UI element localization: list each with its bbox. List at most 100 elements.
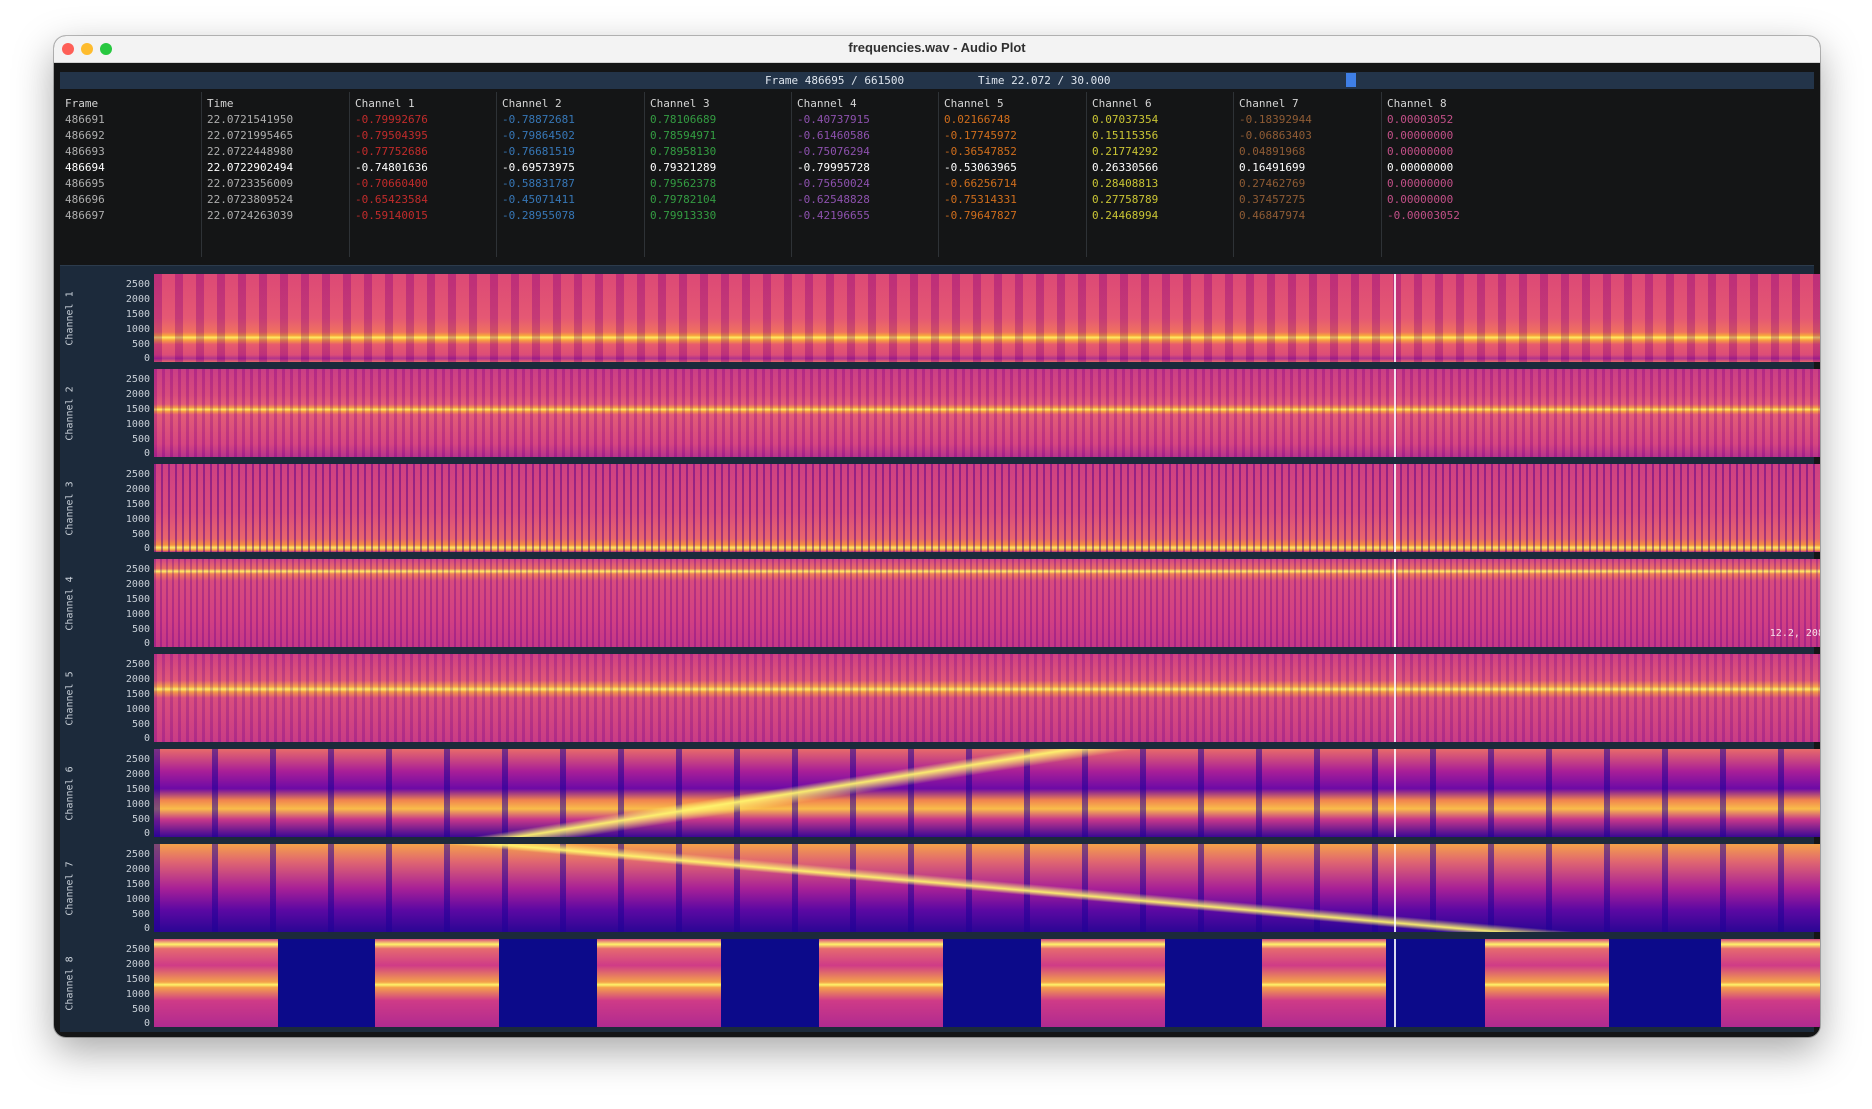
table-column: Channel 2 -0.78872681 -0.79864502 -0.766815…: [496, 92, 645, 257]
table-cell: -0.61460586: [797, 129, 870, 142]
channel-label: Channel 5: [64, 670, 76, 726]
y-tick-label: 500: [131, 339, 150, 350]
tone-segment: [597, 939, 721, 1027]
tone-segment: [1721, 939, 1820, 1027]
spectrogram-panels: Channel 1 2500 2000 1500 1000 500 0 Channel 2 25…: [60, 265, 1820, 1032]
y-tick-label: 0: [143, 448, 150, 459]
title-bar: frequencies.wav - Audio Plot: [54, 36, 1820, 63]
y-tick-label: 1000: [125, 704, 150, 715]
spectrogram-panel: Channel 5 2500 2000 1500 1000 500 0: [60, 652, 1820, 744]
tone-segment: [1485, 939, 1609, 1027]
tone-segment: [1262, 939, 1386, 1027]
y-tick-label: 2500: [125, 564, 150, 575]
table-cell: 22.0722448980: [207, 145, 294, 158]
y-axis-label: Channel 2: [62, 367, 78, 459]
table-cell: 486691: [65, 113, 105, 126]
table-column: Channel 1 -0.79992676 -0.79504395 -0.777526…: [349, 92, 497, 257]
y-tick-label: 2000: [125, 389, 150, 400]
table-cell: 0.78958130: [650, 145, 717, 158]
table-cell: 0.79321289: [650, 161, 717, 174]
table-cell: -0.79504395: [355, 129, 428, 142]
table-column: Channel 5 0.02166748 -0.17745972 -0.3654785…: [938, 92, 1087, 257]
y-tick-label: 2000: [125, 959, 150, 970]
table-cell: 0.07037354: [1092, 113, 1159, 126]
table-cell: 0.24468994: [1092, 209, 1159, 222]
y-tick-label: 2500: [125, 754, 150, 765]
channel-label: Channel 6: [64, 765, 76, 821]
y-tick-label: 2000: [125, 674, 150, 685]
table-cell: -0.77752686: [355, 145, 428, 158]
y-tick-label: 0: [143, 923, 150, 934]
table-cell: 0.16491699: [1239, 161, 1306, 174]
y-tick-label: 2500: [125, 469, 150, 480]
table-cell: -0.65423584: [355, 193, 428, 206]
y-tick-label: 1500: [125, 974, 150, 985]
spectrogram[interactable]: 12.2, 2084: [154, 559, 1820, 647]
spectrogram[interactable]: [154, 274, 1820, 362]
table-cell: -0.76681519: [502, 145, 575, 158]
y-tick-label: 2000: [125, 769, 150, 780]
tone-segment: [819, 939, 943, 1027]
spectrogram-panel: Channel 2 2500 2000 1500 1000 500 0: [60, 367, 1820, 459]
y-tick-label: 1000: [125, 609, 150, 620]
y-axis-label: Channel 6: [62, 747, 78, 839]
minimize-icon[interactable]: [81, 43, 93, 55]
channel-label: Channel 8: [64, 955, 76, 1011]
y-tick-label: 1000: [125, 324, 150, 335]
table-cell: 486696: [65, 193, 105, 206]
y-axis-label: Channel 8: [62, 937, 78, 1029]
spectrogram[interactable]: [154, 464, 1820, 552]
close-icon[interactable]: [62, 43, 74, 55]
spectrogram[interactable]: [154, 749, 1820, 837]
frame-counter: Frame 486695 / 661500: [765, 74, 905, 87]
table-cell: 0.00003052: [1387, 113, 1454, 126]
y-tick-label: 500: [131, 624, 150, 635]
spectrogram[interactable]: [154, 939, 1820, 1027]
channel-label: Channel 4: [64, 575, 76, 631]
column-header: Time: [207, 97, 234, 110]
table-cell: 0.04891968: [1239, 145, 1306, 158]
table-cell: -0.06863403: [1239, 129, 1312, 142]
y-tick-label: 1500: [125, 689, 150, 700]
table-cell: 486695: [65, 177, 105, 190]
y-axis-label: Channel 5: [62, 652, 78, 744]
spectrogram-panel: Channel 4 2500 2000 1500 1000 500 0 12.2, 2084: [60, 557, 1820, 649]
playhead-line: [1394, 559, 1396, 647]
playback-status-bar[interactable]: Frame 486695 / 661500 Time 22.072 / 30.0…: [60, 72, 1814, 89]
table-column: Channel 4 -0.40737915 -0.61460586 -0.750762…: [791, 92, 939, 257]
y-tick-label: 500: [131, 814, 150, 825]
table-cell: 486694: [65, 161, 105, 174]
table-column: Channel 8 0.00003052 0.00000000 0.00000000 0…: [1381, 92, 1532, 257]
y-tick-label: 2000: [125, 579, 150, 590]
table-cell: 0.00000000: [1387, 145, 1454, 158]
spectrogram[interactable]: [154, 654, 1820, 742]
table-cell: -0.59140015: [355, 209, 428, 222]
spectrogram[interactable]: [154, 369, 1820, 457]
y-tick-label: 500: [131, 529, 150, 540]
spectrogram-panel: Channel 3 2500 2000 1500 1000 500 0: [60, 462, 1820, 554]
table-cell: 0.28408813: [1092, 177, 1159, 190]
y-tick-label: 500: [131, 434, 150, 445]
playhead-line: [1394, 844, 1396, 932]
table-cell: 0.21774292: [1092, 145, 1159, 158]
table-cell: 0.79913330: [650, 209, 717, 222]
table-cell: 0.26330566: [1092, 161, 1159, 174]
table-cell: -0.78872681: [502, 113, 575, 126]
y-tick-label: 1500: [125, 309, 150, 320]
sample-table: Frame 486691 486692 486693 486694 486695 48669…: [60, 92, 1814, 257]
table-cell: 0.79562378: [650, 177, 717, 190]
table-cell: -0.79647827: [944, 209, 1017, 222]
table-column: Channel 3 0.78106689 0.78594971 0.78958130 0…: [644, 92, 792, 257]
channel-label: Channel 2: [64, 385, 76, 441]
table-column: Channel 6 0.07037354 0.15115356 0.21774292 0…: [1086, 92, 1234, 257]
maximize-icon[interactable]: [100, 43, 112, 55]
spectrogram[interactable]: [154, 844, 1820, 932]
table-cell: -0.74801636: [355, 161, 428, 174]
playhead-marker[interactable]: [1346, 73, 1356, 87]
table-cell: 22.0724263039: [207, 209, 294, 222]
app-window: frequencies.wav - Audio Plot Frame 48669…: [54, 36, 1820, 1037]
table-cell: -0.69573975: [502, 161, 575, 174]
table-column: Channel 7 -0.18392944 -0.06863403 0.0489196…: [1233, 92, 1382, 257]
table-cell: -0.79864502: [502, 129, 575, 142]
table-cell: 0.00000000: [1387, 193, 1454, 206]
